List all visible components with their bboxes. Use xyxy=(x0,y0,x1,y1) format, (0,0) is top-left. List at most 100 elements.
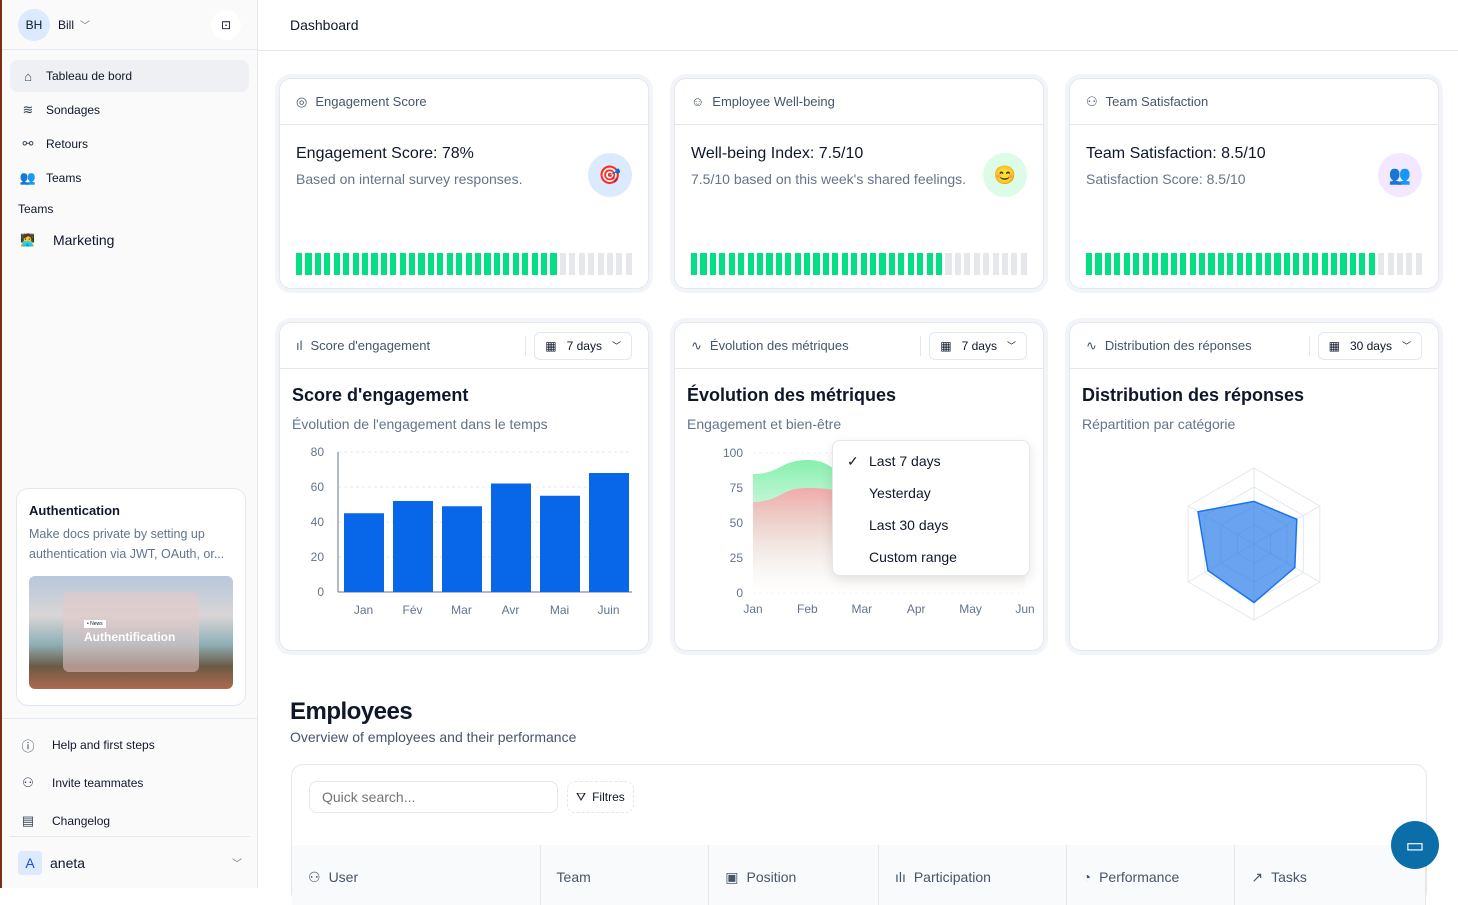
bar[interactable] xyxy=(393,501,433,592)
progress-segment xyxy=(860,253,867,275)
account-avatar: A xyxy=(18,850,42,875)
bar[interactable] xyxy=(589,473,629,592)
employees-table: ⛛ Filtres ⚇ User Team ▣ Position ılı Participat… xyxy=(291,764,1427,905)
progress-segment xyxy=(371,253,378,275)
progress-segment xyxy=(700,253,707,275)
progress-segment xyxy=(1321,253,1328,275)
sidebar-item-feedback[interactable]: ⚯ Retours xyxy=(10,128,249,160)
progress-segment xyxy=(578,253,585,275)
x-tick-label: Avr xyxy=(502,603,520,617)
progress-segment xyxy=(794,253,801,275)
kpi-subtitle: 7.5/10 based on this week's shared feeli… xyxy=(691,171,967,187)
column-header[interactable]: ⚇ User xyxy=(292,845,541,905)
radar-area[interactable] xyxy=(1197,500,1298,604)
column-header[interactable]: Team xyxy=(541,845,710,905)
employees-title: Employees xyxy=(290,698,413,725)
progress-segment xyxy=(983,253,990,275)
y-tick-label: 60 xyxy=(311,480,325,494)
invite-link[interactable]: ⚇ Invite teammates xyxy=(10,765,250,801)
progress-segment xyxy=(465,253,472,275)
range-option[interactable]: Last 30 days xyxy=(833,509,1029,541)
chat-launcher-button[interactable]: ▭ xyxy=(1391,821,1439,869)
option-label: Yesterday xyxy=(869,485,931,501)
progress-segment xyxy=(1368,253,1375,275)
column-header[interactable]: ▣ Position xyxy=(709,845,879,905)
range-option[interactable]: Custom range xyxy=(833,541,1029,573)
progress-segment xyxy=(484,253,491,275)
progress-segment xyxy=(709,253,716,275)
progress-segment xyxy=(1340,253,1347,275)
progress-segment xyxy=(1151,253,1159,275)
column-header[interactable]: ◔ Performance xyxy=(1067,845,1236,905)
range-select[interactable]: ▦ 7 days ﹀ xyxy=(929,331,1027,360)
progress-segment xyxy=(390,253,397,275)
filter-button[interactable]: ⛛ Filtres xyxy=(567,781,634,813)
progress-segment xyxy=(870,253,877,275)
chart-svg xyxy=(1187,467,1321,621)
progress-segment xyxy=(305,253,312,275)
bar[interactable] xyxy=(540,495,580,592)
sidebar-item-teams[interactable]: 👥 Teams xyxy=(10,162,249,194)
option-label: Last 7 days xyxy=(869,453,941,469)
progress-segment xyxy=(588,253,595,275)
technologist-emoji-icon: 🧑‍💻 xyxy=(20,233,35,247)
progress-segment xyxy=(550,253,557,275)
kpi-title: Team Satisfaction: 8.5/10 xyxy=(1086,145,1266,162)
progress-segment xyxy=(879,253,886,275)
sidebar-item-label: Tableau de bord xyxy=(46,69,133,83)
sidebar-item-dashboard[interactable]: ⌂ Tableau de bord xyxy=(10,60,249,92)
x-tick-label: Juin xyxy=(597,603,619,617)
progress-segment xyxy=(475,253,482,275)
progress-segment xyxy=(1114,253,1121,275)
column-header[interactable]: ılı Participation xyxy=(879,845,1067,905)
progress-segment xyxy=(1217,253,1225,275)
user-menu[interactable]: BH Bill ﹀ ⊡ xyxy=(2,0,257,50)
users-icon: ⚇ xyxy=(1086,93,1098,109)
bar-chart-icon: ıl xyxy=(296,338,303,353)
range-select[interactable]: ▦ 7 days ﹀ xyxy=(534,331,632,360)
range-option[interactable]: Yesterday xyxy=(833,477,1029,509)
progress-segment xyxy=(1123,253,1130,275)
y-tick-label: 75 xyxy=(730,481,744,495)
progress-segment xyxy=(1170,253,1177,275)
help-link[interactable]: ⓘ Help and first steps xyxy=(10,727,250,763)
range-option[interactable]: ✓ Last 7 days xyxy=(833,445,1029,477)
changelog-link[interactable]: ▤ Changelog xyxy=(10,803,250,839)
chart-header: Évolution des métriques xyxy=(709,338,849,353)
account-menu[interactable]: A aneta ﹀ xyxy=(10,836,250,888)
sidebar-item-surveys[interactable]: ≋ Sondages xyxy=(10,94,249,126)
progress-segment xyxy=(1283,253,1290,275)
progress-segment xyxy=(531,253,538,275)
search-input[interactable] xyxy=(309,781,558,813)
bar[interactable] xyxy=(491,483,531,593)
promo-card[interactable]: Authentication Make docs private by sett… xyxy=(16,488,246,706)
progress-segment xyxy=(418,253,425,275)
column-header[interactable]: ↗ Tasks xyxy=(1235,845,1426,905)
progress-segment xyxy=(399,253,406,275)
sidebar-item-label: Teams xyxy=(46,171,82,185)
kpi-card: ☺ Employee Well-being Well-being Index: 7… xyxy=(674,78,1044,289)
bar[interactable] xyxy=(344,513,384,592)
y-tick-label: 80 xyxy=(311,445,325,459)
kpi-header: Engagement Score xyxy=(315,94,427,109)
progress-segment xyxy=(1001,253,1009,275)
progress-segment xyxy=(503,253,510,275)
progress-segment xyxy=(1378,253,1385,275)
x-tick-label: Mai xyxy=(550,603,569,617)
progress-segment xyxy=(992,253,999,275)
x-tick-label: Fév xyxy=(402,603,422,617)
progress-segment xyxy=(756,253,764,275)
progress-segment xyxy=(1011,253,1018,275)
progress-segment xyxy=(1133,253,1140,275)
column-label: Tasks xyxy=(1271,869,1307,885)
sidebar-toggle-icon[interactable]: ⊡ xyxy=(211,9,241,40)
progress-segment xyxy=(437,253,444,275)
progress-segment xyxy=(945,253,952,275)
bar[interactable] xyxy=(442,506,482,592)
pie-chart-icon: ◔ xyxy=(1082,869,1092,885)
team-item-marketing[interactable]: 🧑‍💻 Marketing xyxy=(10,224,249,256)
range-select[interactable]: ▦ 30 days ﹀ xyxy=(1317,331,1422,360)
progress-segment xyxy=(964,253,971,275)
kpi-progress-bar xyxy=(296,253,632,275)
x-tick-label: Feb xyxy=(797,602,818,616)
